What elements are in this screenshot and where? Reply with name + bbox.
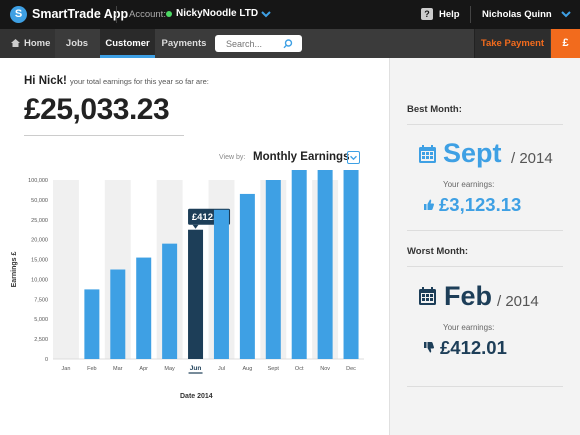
earnings-chart: 0 2,500 5,000 7,500 10,000 15,000 20,000 25,000… — [0, 170, 380, 410]
y-tick-label: 7,500 — [34, 297, 48, 303]
bar-sept — [265, 180, 281, 359]
top-bar: S SmartTrade App Account: NickyNoodle LT… — [0, 0, 580, 29]
help-link[interactable]: Help — [439, 9, 460, 20]
calendar-icon — [419, 145, 436, 163]
search-icon[interactable] — [283, 39, 293, 49]
x-tick-label: Sept — [268, 366, 280, 372]
bar-feb — [84, 289, 100, 359]
tooltip-value: £412.01 — [192, 212, 227, 223]
y-axis-title: Earnings £ — [11, 252, 18, 288]
tooltip-pointer — [192, 224, 199, 229]
greeting-name: Hi Nick! — [24, 75, 67, 87]
divider — [407, 386, 563, 387]
view-by-dropdown-button[interactable] — [347, 151, 360, 164]
x-tick-label: Jun — [190, 365, 202, 372]
greeting: Hi Nick! your total earnings for this ye… — [24, 75, 209, 87]
bar-nov — [317, 170, 333, 359]
worst-month-year: / 2014 — [497, 293, 539, 310]
view-by-label: View by: — [219, 154, 246, 161]
best-month-heading: Best Month: — [407, 104, 462, 115]
calendar-icon — [419, 287, 436, 305]
thumbs-down-icon — [424, 342, 434, 353]
x-tick-label: Mar — [113, 366, 123, 372]
x-tick-label: Oct — [295, 366, 304, 372]
search-input[interactable] — [215, 35, 302, 52]
home-icon — [11, 39, 20, 47]
worst-month-heading: Worst Month: — [407, 246, 469, 257]
nav-bar: Home Jobs Customer Payments Take Payment… — [0, 29, 580, 58]
bar-jun — [188, 229, 204, 359]
best-earnings-label: Your earnings: — [443, 180, 495, 189]
x-tick-label: Jan — [62, 366, 71, 372]
divider — [407, 230, 563, 231]
worst-month-name: Feb — [444, 281, 493, 311]
x-tick-label: Apr — [139, 366, 148, 372]
y-tick-label: 50,000 — [31, 198, 48, 204]
nav-home-label: Home — [24, 38, 51, 49]
y-tick-label: 25,000 — [31, 218, 48, 224]
y-tick-label: 20,000 — [31, 238, 48, 244]
chevron-down-icon[interactable] — [260, 8, 272, 20]
divider — [407, 266, 563, 267]
chevron-down-icon — [350, 155, 357, 161]
account-label: Account: — [129, 9, 166, 20]
divider — [470, 6, 471, 23]
bar-mar — [110, 269, 126, 359]
best-earnings-value: £3,123.13 — [439, 194, 522, 215]
best-month-name: Sept — [443, 138, 502, 168]
nav-item-jobs[interactable]: Jobs — [65, 38, 89, 49]
user-name[interactable]: Nicholas Quinn — [482, 9, 552, 20]
take-payment-button[interactable]: Take Payment — [474, 29, 550, 58]
chevron-down-icon[interactable] — [560, 8, 572, 20]
y-tick-label: 10,000 — [31, 277, 48, 283]
bar-aug — [239, 193, 255, 359]
x-axis-title: Date 2014 — [180, 393, 213, 400]
best-month-year: / 2014 — [511, 150, 553, 167]
x-tick-label: Feb — [87, 366, 96, 372]
total-earnings: £25,033.23 — [24, 93, 170, 126]
x-tick-label: Dec — [346, 366, 356, 372]
side-panel: Best Month: Sept / 2014 Your earnings: £… — [389, 58, 580, 435]
account-status-dot — [166, 11, 172, 17]
account-name[interactable]: NickyNoodle LTD — [176, 8, 259, 19]
x-tick-label: May — [164, 366, 175, 372]
y-tick-label: 5,000 — [34, 317, 48, 323]
worst-earnings-label: Your earnings: — [443, 323, 495, 332]
nav-item-home[interactable]: Home — [0, 29, 55, 58]
x-tick-label: Nov — [320, 366, 330, 372]
y-tick-label: 15,000 — [31, 258, 48, 264]
payment-icon[interactable]: £ — [551, 29, 580, 58]
app-name[interactable]: SmartTrade App — [32, 7, 129, 21]
view-by-value[interactable]: Monthly Earnings — [253, 151, 350, 163]
app-logo-icon[interactable]: S — [10, 6, 27, 23]
y-tick-label: 100,000 — [28, 178, 48, 184]
divider — [407, 124, 563, 125]
y-tick-label: 0 — [45, 357, 48, 363]
bar-may — [162, 243, 178, 359]
earnings-bar-chart: 0 2,500 5,000 7,500 10,000 15,000 20,000 25,000… — [11, 170, 364, 374]
divider — [116, 6, 117, 23]
y-tick-label: 2,500 — [34, 337, 48, 343]
chart-band — [53, 180, 79, 359]
thumbs-up-icon — [424, 199, 434, 210]
bar-oct — [291, 170, 307, 359]
x-tick-label: Jul — [218, 366, 225, 372]
help-icon[interactable]: ? — [421, 8, 433, 20]
worst-earnings-value: £412.01 — [440, 337, 507, 358]
nav-item-customer[interactable]: Customer — [100, 29, 155, 58]
bar-apr — [136, 257, 152, 359]
bar-dec — [343, 170, 359, 359]
x-tick-label: Aug — [242, 366, 252, 372]
greeting-subtitle: your total earnings for this year so far… — [70, 77, 209, 86]
bar-jul — [213, 209, 229, 359]
divider — [24, 135, 184, 136]
nav-item-payments[interactable]: Payments — [161, 38, 207, 49]
